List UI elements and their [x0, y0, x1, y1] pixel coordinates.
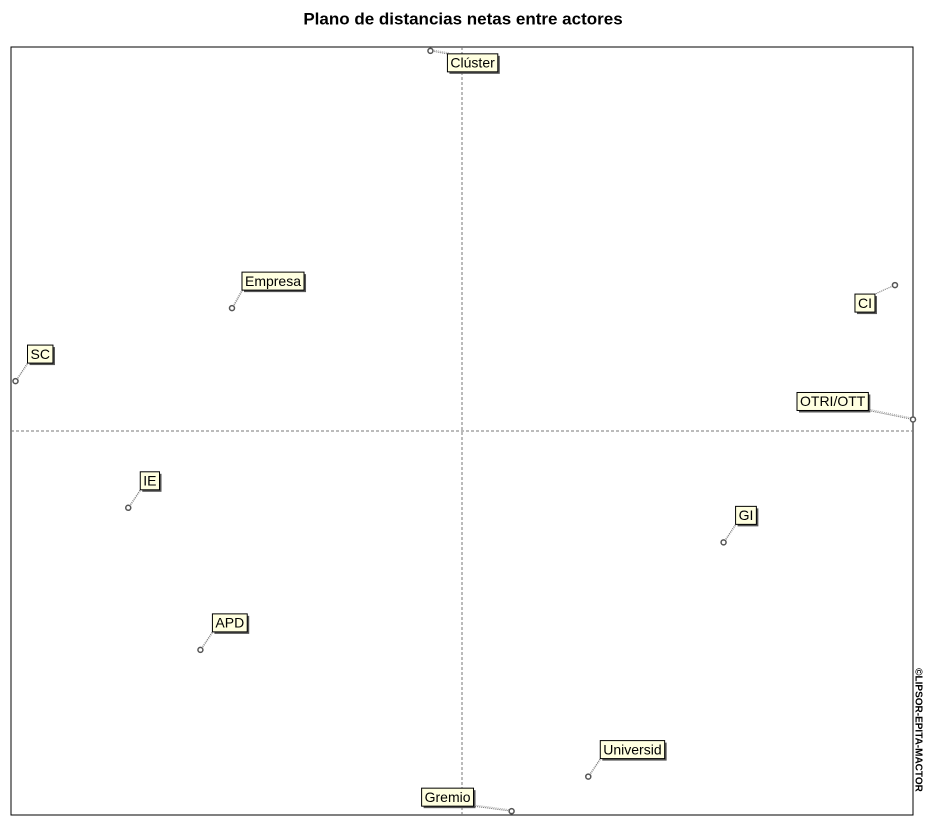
- point-label: Clúster: [450, 55, 495, 71]
- point-label: Empresa: [245, 273, 301, 289]
- leader-line: [231, 289, 243, 309]
- point: [228, 304, 236, 312]
- point: [508, 807, 515, 815]
- point: [125, 504, 132, 512]
- leader-line: [876, 283, 897, 294]
- leader-line: [233, 288, 244, 308]
- leader-line: [15, 362, 28, 382]
- leader-line: [129, 488, 143, 508]
- point-label: OTRI/OTT: [800, 393, 866, 409]
- leader-line: [869, 408, 915, 419]
- leader-line: [724, 523, 738, 542]
- point: [585, 773, 592, 780]
- point: [720, 539, 727, 546]
- point-label: GI: [739, 507, 754, 523]
- label-box: [211, 613, 248, 633]
- point-label: APD: [215, 615, 244, 631]
- chart-title: Plano de distancias netas entre actores: [303, 9, 622, 28]
- point-label: Universid: [603, 741, 661, 757]
- point-label: SC: [31, 346, 50, 362]
- label-box: [796, 391, 869, 411]
- point-label: CI: [858, 295, 872, 311]
- label-box: [421, 787, 475, 807]
- leader-line: [587, 758, 601, 777]
- leader-line: [589, 757, 603, 776]
- label-box: [139, 471, 160, 491]
- leader-line: [723, 524, 736, 543]
- leader-line: [868, 409, 914, 420]
- label-box: [735, 505, 757, 525]
- leader-line: [200, 631, 213, 651]
- label-box: [599, 740, 666, 760]
- point-label: Gremio: [425, 789, 471, 805]
- watermark: ©LIPSOR-EPITA-MACTOR: [912, 668, 923, 792]
- leader-line: [473, 805, 512, 812]
- label-box: [27, 344, 54, 364]
- point-label: IE: [143, 473, 156, 489]
- leader-line: [201, 630, 215, 650]
- point: [891, 281, 899, 289]
- leader-line: [16, 361, 30, 381]
- label-box: [241, 271, 305, 291]
- leader-line: [127, 489, 141, 509]
- point: [909, 416, 917, 423]
- leader-line: [474, 804, 514, 811]
- label-box: [446, 53, 499, 73]
- point: [197, 646, 204, 654]
- point: [12, 377, 19, 385]
- point: [427, 47, 434, 55]
- label-box: [854, 293, 876, 313]
- leader-line: [431, 49, 450, 54]
